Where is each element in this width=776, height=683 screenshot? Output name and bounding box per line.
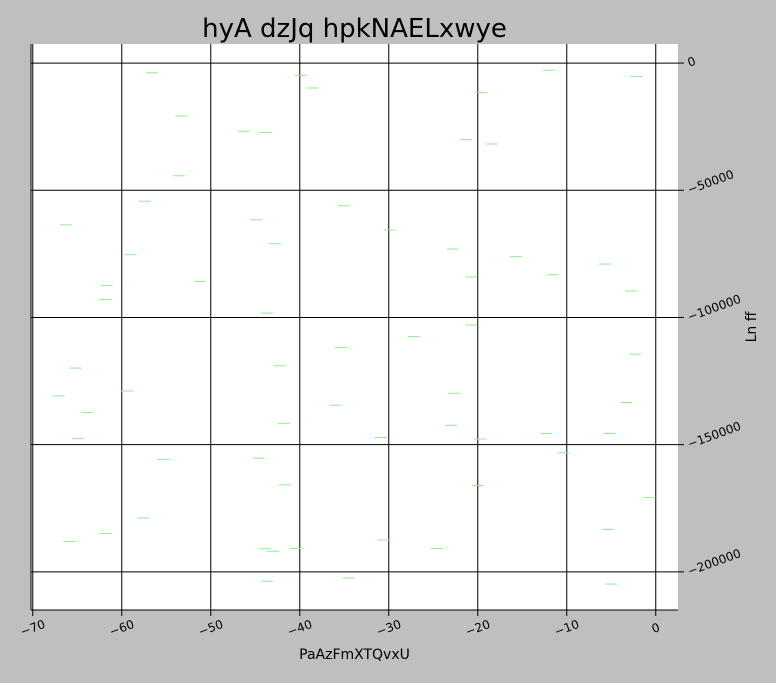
plot-area (31, 44, 678, 610)
x-tick-label: −70 (18, 617, 47, 639)
y-tick-label: −200000 (686, 546, 743, 578)
x-tick-label: −10 (552, 617, 581, 639)
x-tick-label: −50 (196, 617, 225, 639)
x-tick-label: −30 (374, 617, 403, 639)
y-tick-label: −150000 (686, 419, 743, 451)
y-axis-ticks: 0 −50000 −100000 −150000 −200000 (678, 54, 743, 578)
y-tick-label: −50000 (686, 167, 736, 197)
data-points (52, 69, 656, 585)
grid-lines (30, 44, 678, 611)
chart-title: hyA dzJq hpkNAELxwye (202, 14, 507, 44)
x-axis-ticks: −70 −60 −50 −40 −30 −20 −10 0 (18, 610, 662, 639)
x-tick-label: 0 (650, 620, 662, 636)
y-axis-label: Ln ff (744, 311, 760, 342)
y-tick-label: 0 (686, 54, 698, 70)
x-axis-label: PaAzFmXTQvxU (299, 647, 410, 663)
x-tick-label: −40 (285, 617, 314, 639)
x-tick-label: −60 (107, 617, 136, 639)
y-tick-label: −100000 (686, 292, 743, 324)
x-tick-label: −20 (463, 617, 492, 639)
